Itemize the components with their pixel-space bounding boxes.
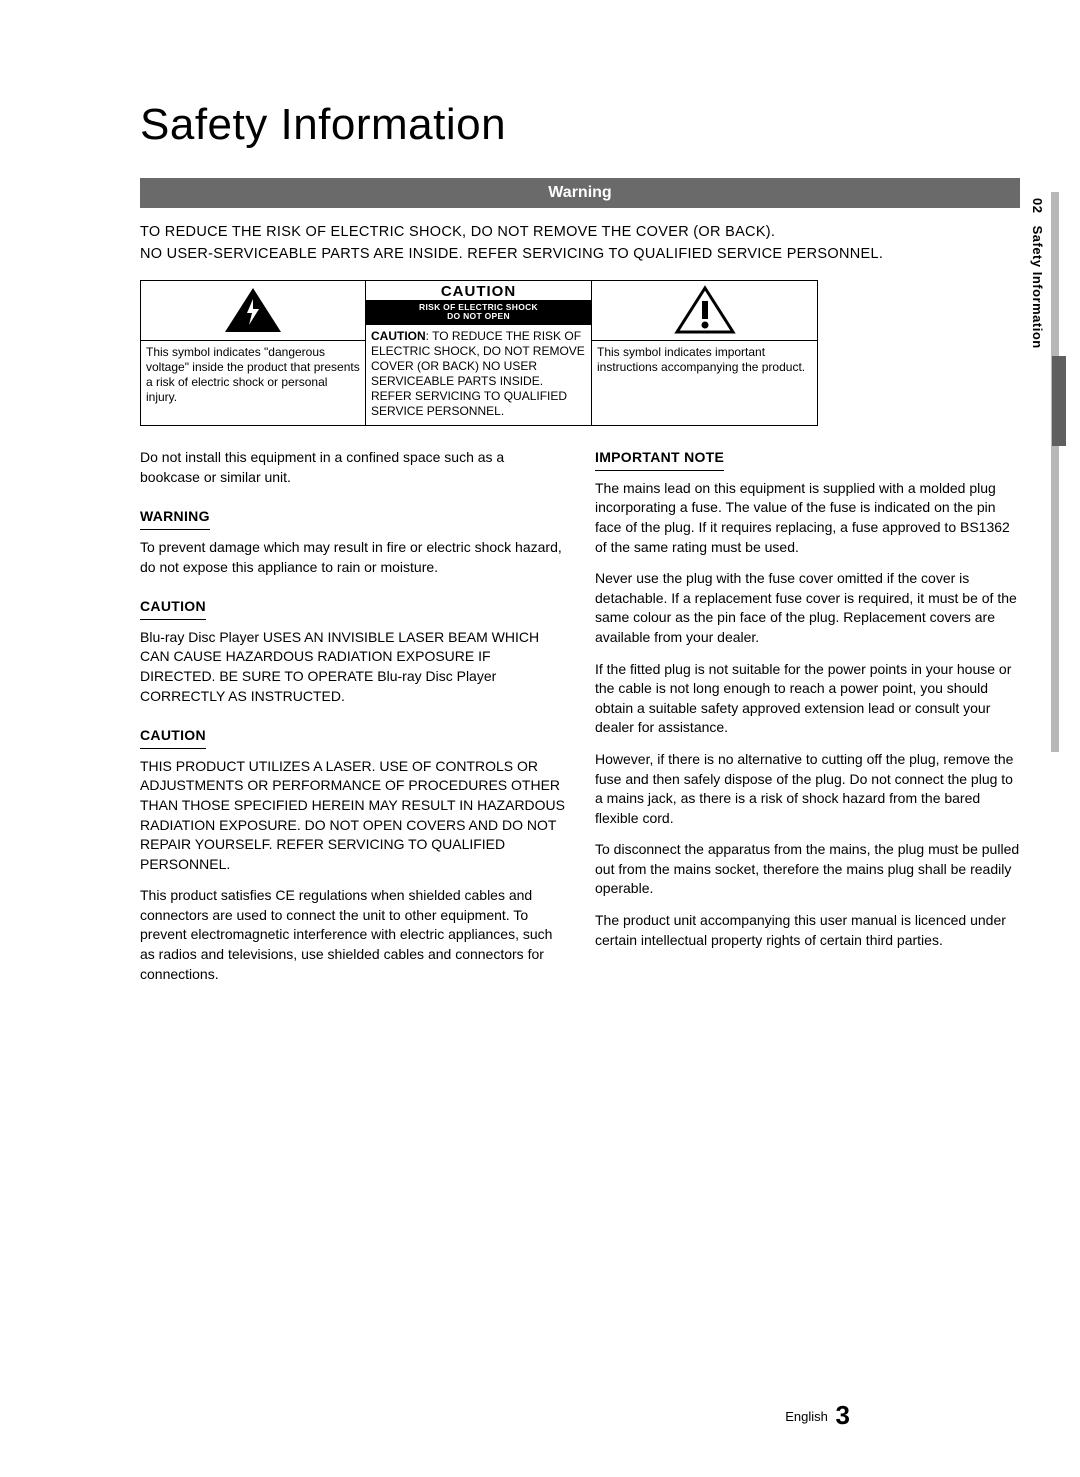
caution-sublabel: RISK OF ELECTRIC SHOCK DO NOT OPEN <box>366 300 591 325</box>
side-tab-text: 02 Safety Information <box>1026 192 1051 752</box>
cell3-desc: This symbol indicates important instruct… <box>592 341 817 381</box>
cell2-desc: CAUTION: TO REDUCE THE RISK OF ELECTRIC … <box>366 325 591 425</box>
right-p4: However, if there is no alternative to c… <box>595 750 1020 828</box>
side-tab-num: 02 <box>1030 198 1045 213</box>
caution-cell-center: CAUTION RISK OF ELECTRIC SHOCK DO NOT OP… <box>366 280 592 427</box>
lightning-triangle-icon <box>221 285 285 335</box>
right-p5: To disconnect the apparatus from the mai… <box>595 840 1020 899</box>
warning-bar: Warning <box>140 178 1020 208</box>
right-p3: If the fitted plug is not suitable for t… <box>595 660 1020 738</box>
side-tab-label: Safety Information <box>1030 226 1045 349</box>
side-tab-marker <box>1052 356 1066 446</box>
body-columns: Do not install this equipment in a confi… <box>140 448 1020 996</box>
left-p1: Do not install this equipment in a confi… <box>140 448 565 487</box>
left-p2: To prevent damage which may result in fi… <box>140 538 565 577</box>
left-h1: WARNING <box>140 507 210 530</box>
caution-header: CAUTION <box>366 281 591 300</box>
right-column: IMPORTANT NOTE The mains lead on this eq… <box>595 448 1020 996</box>
exclamation-triangle-icon <box>673 285 737 335</box>
right-h1: IMPORTANT NOTE <box>595 448 724 471</box>
page-footer: English 3 <box>785 1400 850 1431</box>
right-p1: The mains lead on this equipment is supp… <box>595 479 1020 557</box>
cell1-desc: This symbol indicates "dangerous voltage… <box>141 341 365 411</box>
caution-cell-exclaim: This symbol indicates important instruct… <box>592 280 818 427</box>
top-warning-text: TO REDUCE THE RISK OF ELECTRIC SHOCK, DO… <box>140 222 1020 266</box>
side-tab-stripe <box>1051 192 1059 752</box>
exclaim-symbol-area <box>592 281 817 341</box>
left-p5: This product satisfies CE regulations wh… <box>140 886 565 984</box>
left-h2: CAUTION <box>140 597 206 620</box>
page-title: Safety Information <box>140 100 1020 150</box>
footer-lang: English <box>785 1409 828 1424</box>
right-p6: The product unit accompanying this user … <box>595 911 1020 950</box>
left-p4: THIS PRODUCT UTILIZES A LASER. USE OF CO… <box>140 757 565 875</box>
voltage-symbol-area <box>141 281 365 341</box>
right-p2: Never use the plug with the fuse cover o… <box>595 569 1020 647</box>
caution-table: This symbol indicates "dangerous voltage… <box>140 280 1020 427</box>
side-tab: 02 Safety Information <box>1026 192 1066 752</box>
footer-page-number: 3 <box>836 1400 850 1430</box>
left-column: Do not install this equipment in a confi… <box>140 448 565 996</box>
caution-cell-voltage: This symbol indicates "dangerous voltage… <box>140 280 366 427</box>
left-h3: CAUTION <box>140 726 206 749</box>
page: Safety Information Warning TO REDUCE THE… <box>0 0 1080 1477</box>
left-p3: Blu-ray Disc Player USES AN INVISIBLE LA… <box>140 628 565 706</box>
